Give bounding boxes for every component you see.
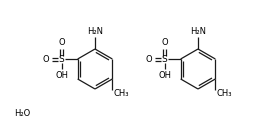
Text: CH₃: CH₃ (113, 88, 129, 98)
Text: O: O (42, 55, 49, 64)
Text: S: S (59, 55, 64, 64)
Text: O: O (161, 38, 168, 47)
Text: H₂O: H₂O (14, 109, 30, 118)
Text: O: O (58, 38, 65, 47)
Text: OH: OH (55, 71, 68, 80)
Text: CH₃: CH₃ (216, 88, 232, 98)
Text: O: O (146, 55, 152, 64)
Text: S: S (162, 55, 168, 64)
Text: H₂N: H₂N (190, 27, 206, 36)
Text: OH: OH (158, 71, 171, 80)
Text: H₂N: H₂N (87, 27, 103, 36)
